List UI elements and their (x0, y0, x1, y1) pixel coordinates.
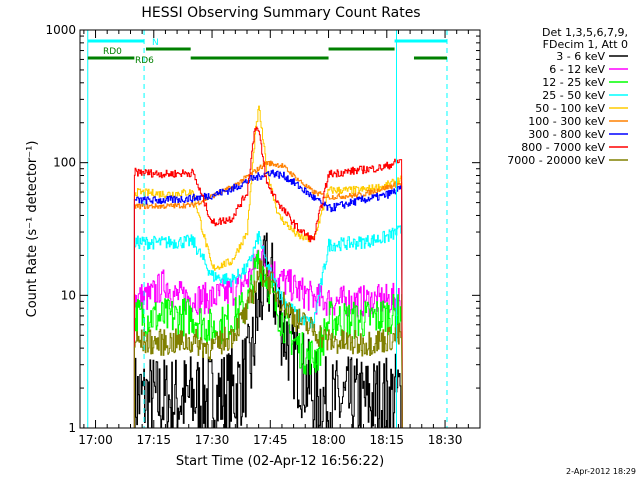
vertical-markers (87, 30, 448, 428)
footer-timestamp: 2-Apr-2012 18:29 (566, 467, 636, 476)
series-line-0 (134, 232, 403, 429)
x-tick-label-0: 17:00 (78, 433, 113, 447)
x-tick-label-4: 18:00 (311, 433, 346, 447)
legend-label-0: 3 - 6 keV (556, 50, 605, 63)
series-line-7 (133, 126, 403, 429)
state-bar-label-0: N (152, 38, 159, 48)
series-layer (133, 105, 403, 429)
series-line-6 (133, 169, 403, 429)
legend-label-8: 7000 - 20000 keV (507, 154, 605, 167)
x-tick-label-1: 17:15 (136, 433, 171, 447)
y-tick-label-1: 10 (61, 288, 76, 302)
chart-title: HESSI Observing Summary Count Rates (141, 5, 420, 21)
legend-label-2: 12 - 25 keV (542, 76, 605, 89)
axis-ticks: 17:00 17:15 17:30 17:45 18:00 18:15 18:30 1 10 10… (45, 23, 481, 447)
legend-label-4: 50 - 100 keV (535, 102, 605, 115)
state-bars: N RD0 RD6 (87, 38, 447, 66)
legend-label-5: 100 - 300 keV (528, 115, 605, 128)
series-line-5 (133, 160, 403, 429)
series-line-8 (133, 259, 403, 429)
y-tick-label-2: 100 (53, 156, 76, 170)
x-tick-label-3: 17:45 (253, 433, 288, 447)
series-line-2 (133, 250, 403, 429)
legend-label-1: 6 - 12 keV (549, 63, 605, 76)
legend-header-1: FDecim 1, Att 0 (543, 38, 628, 51)
legend-label-6: 300 - 800 keV (528, 128, 605, 141)
x-tick-label-5: 18:15 (369, 433, 404, 447)
state-bar-label-2: RD6 (135, 56, 154, 66)
x-tick-label-6: 18:30 (428, 433, 463, 447)
y-tick-label-0: 1 (68, 421, 76, 435)
state-bar-label-1: RD0 (103, 47, 122, 57)
series-line-3 (133, 225, 403, 429)
y-axis-label: Count Rate (s⁻¹ detector⁻¹) (25, 141, 40, 318)
x-axis-label: Start Time (02-Apr-12 16:56:22) (176, 454, 384, 469)
legend-header-0: Det 1,3,5,6,7,9, (542, 26, 628, 39)
legend-label-3: 25 - 50 keV (542, 89, 605, 102)
x-tick-label-2: 17:30 (195, 433, 230, 447)
y-tick-label-3: 1000 (45, 23, 76, 37)
legend: Det 1,3,5,6,7,9,FDecim 1, Att 03 - 6 keV… (507, 26, 628, 167)
legend-label-7: 800 - 7000 keV (521, 141, 605, 154)
plot-frame (79, 29, 481, 429)
